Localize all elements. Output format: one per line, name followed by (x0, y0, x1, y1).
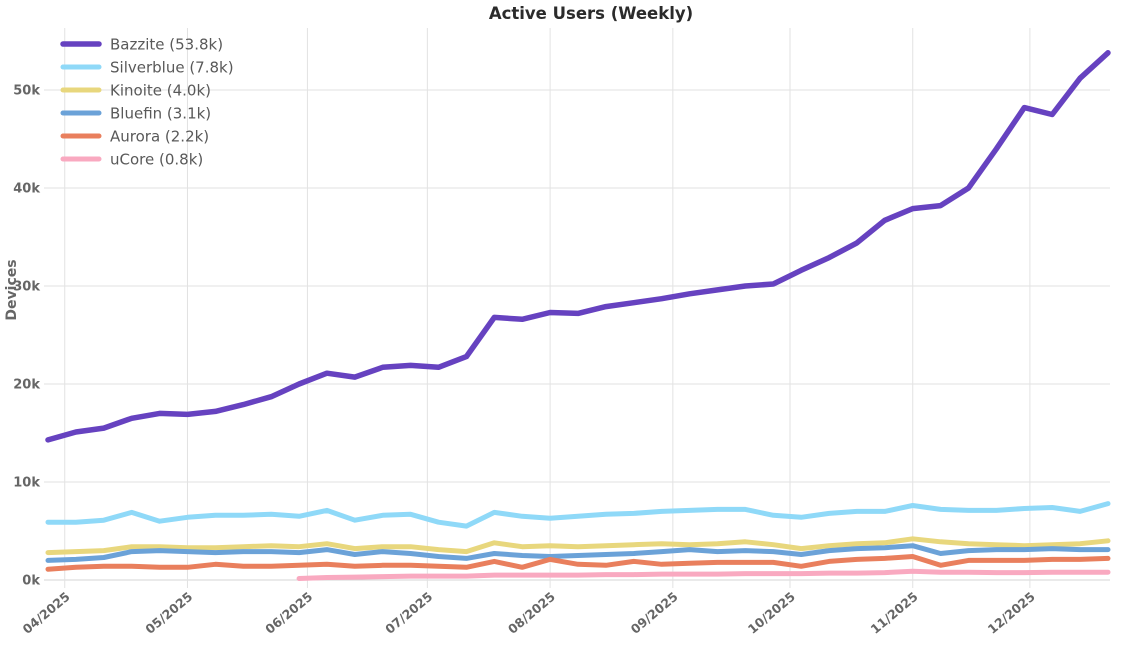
series-line-bluefin (45, 543, 1111, 563)
gridlines (44, 28, 1110, 588)
x-tick-label: 08/2025 (505, 589, 558, 637)
legend-label-ucore: uCore (0.8k) (110, 151, 203, 169)
chart-title: Active Users (Weekly) (489, 4, 693, 23)
series-line-bazzite (45, 50, 1111, 443)
y-axis-tick-labels: 0k 10k 20k 30k 40k 50k (13, 84, 40, 589)
x-tick-label: 09/2025 (628, 589, 681, 637)
y-tick-label: 30k (13, 280, 40, 295)
series-line-ucore (296, 568, 1111, 581)
legend-label-bluefin: Bluefin (3.1k) (110, 105, 211, 123)
y-tick-label: 10k (13, 476, 40, 491)
y-tick-label: 40k (13, 182, 40, 197)
series-line-aurora (45, 554, 1111, 572)
x-tick-label: 06/2025 (262, 589, 315, 637)
y-axis-label: Devices (4, 259, 20, 320)
series-lines (45, 50, 1111, 581)
x-tick-label: 12/2025 (985, 589, 1038, 637)
legend-label-kinoite: Kinoite (4.0k) (110, 82, 211, 100)
y-tick-label: 0k (22, 574, 40, 589)
x-tick-label: 11/2025 (868, 589, 921, 637)
series-line-silverblue (45, 501, 1111, 529)
x-tick-label: 07/2025 (382, 589, 435, 637)
x-tick-label: 10/2025 (745, 589, 798, 637)
x-tick-label: 04/2025 (20, 589, 73, 637)
legend-label-silverblue: Silverblue (7.8k) (110, 59, 234, 77)
y-tick-label: 50k (13, 84, 40, 99)
y-tick-label: 20k (13, 378, 40, 393)
legend-label-aurora: Aurora (2.2k) (110, 128, 209, 146)
legend: Bazzite (53.8k) Silverblue (7.8k) Kinoite … (60, 36, 234, 169)
legend-label-bazzite: Bazzite (53.8k) (110, 36, 223, 54)
x-axis-tick-labels: 04/2025 05/2025 06/2025 07/2025 08/2025 09/20… (20, 589, 1038, 637)
series-line-kinoite (45, 536, 1111, 556)
x-tick-label: 05/2025 (142, 589, 195, 637)
